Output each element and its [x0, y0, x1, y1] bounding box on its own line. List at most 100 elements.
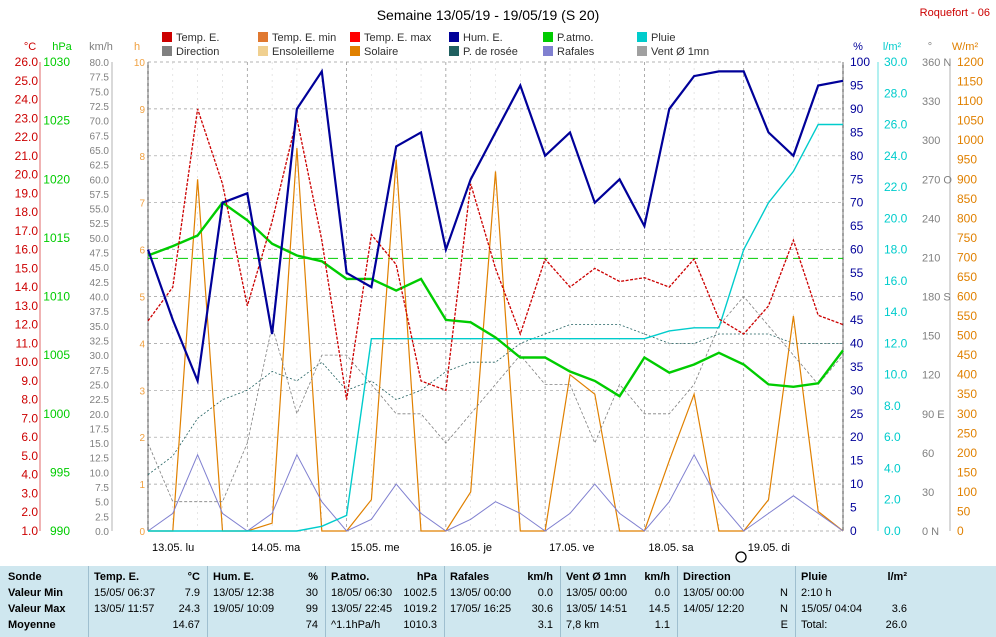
axis-tick-solar: 200	[957, 446, 977, 460]
table-cell-value: 1010.3	[403, 619, 437, 631]
table-cell-label: 13/05/ 00:00	[683, 587, 745, 599]
plot-area	[146, 68, 844, 532]
axis-tick-solar: 250	[957, 426, 977, 440]
table-cell-label: 2:10 h	[801, 587, 832, 599]
axis-tick-rain: 22.0	[884, 180, 908, 194]
axis-tick-solar: 350	[957, 387, 977, 401]
axis-tick-wind: 30.0	[90, 351, 110, 362]
axis-tick-temp: 10.0	[15, 355, 39, 369]
axis-tick-pressure: 1020	[43, 172, 70, 186]
table-cell-label: 19/05/ 10:09	[213, 603, 275, 615]
axis-tick-wind: 65.0	[90, 146, 110, 157]
x-tick-day: 13.05. lu	[152, 542, 194, 554]
legend-swatch	[449, 46, 459, 56]
axis-tick-wind: 47.5	[90, 249, 110, 260]
axis-tick-wind: 45.0	[90, 263, 110, 274]
axis-tick-wind: 50.0	[90, 234, 110, 245]
axis-tick-solar: 1200	[957, 55, 984, 69]
axis-tick-rain: 14.0	[884, 305, 908, 319]
legend-swatch	[350, 46, 360, 56]
axis-tick-wind: 12.5	[90, 454, 110, 465]
table-column	[207, 566, 325, 637]
axis-tick-wind: 5.0	[95, 498, 109, 509]
axis-tick-direction: 270 O	[922, 174, 952, 186]
axis-tick-solar: 450	[957, 348, 977, 362]
axis-tick-solar: 1050	[957, 114, 984, 128]
axis-tick-temp: 12.0	[15, 318, 39, 332]
axis-tick-temp: 9.0	[21, 374, 38, 388]
axis-tick-wind: 32.5	[90, 336, 110, 347]
axis-tick-sun: 8	[139, 152, 145, 163]
axis-tick-temp: 17.0	[15, 224, 39, 238]
legend-label: Temp. E. max	[364, 32, 432, 44]
axis-tick-sun: 6	[139, 246, 145, 257]
series-temp-e-	[147, 108, 844, 400]
table-cell-label: ^1.1hPa/h	[331, 619, 381, 631]
axis-tick-humidity: 25	[850, 407, 864, 421]
axis-tick-wind: 40.0	[90, 293, 110, 304]
axis-unit-direction: °	[928, 41, 932, 53]
legend-label: Hum. E.	[463, 32, 503, 44]
axis-tick-wind: 17.5	[90, 424, 110, 435]
table-cell-value: N	[780, 587, 788, 599]
axis-unit-temp: °C	[24, 41, 36, 53]
axis-tick-sun: 2	[139, 433, 145, 444]
series-vent-1mn	[147, 295, 844, 503]
axis-tick-direction: 300	[922, 135, 940, 147]
legend-label: Ensoleilleme	[272, 46, 334, 58]
axis-tick-direction: 90 E	[922, 409, 945, 421]
axis-tick-wind: 0.0	[95, 527, 109, 538]
axis-tick-temp: 8.0	[21, 393, 38, 407]
axis-tick-wind: 77.5	[90, 73, 110, 84]
axis-tick-wind: 27.5	[90, 366, 110, 377]
axis-tick-humidity: 40	[850, 336, 864, 350]
x-tick-day: 14.05. ma	[251, 542, 301, 554]
table-cell-label: Total:	[801, 619, 828, 631]
axis-tick-humidity: 0	[850, 524, 857, 538]
axis-tick-sun: 7	[139, 199, 145, 210]
table-column	[677, 566, 795, 637]
table-row-label: Moyenne	[8, 619, 56, 631]
table-cell-label: 15/05/ 06:37	[94, 587, 156, 599]
table-cell-label: 13/05/ 11:57	[94, 603, 155, 615]
axis-tick-pressure: 1030	[43, 55, 70, 69]
table-cell-value: 3.6	[891, 603, 907, 615]
axis-tick-rain: 20.0	[884, 211, 908, 225]
axis-tick-solar: 700	[957, 250, 977, 264]
axis-tick-wind: 75.0	[90, 87, 110, 98]
station-name: Roquefort - 06	[920, 7, 990, 19]
axis-tick-wind: 22.5	[90, 395, 110, 406]
series-dew-point	[147, 324, 843, 476]
axis-tick-sun: 4	[139, 339, 145, 350]
axis-tick-sun: 10	[134, 58, 146, 69]
axis-tick-pressure: 990	[50, 524, 70, 538]
current-time-marker	[735, 551, 747, 563]
axis-tick-direction: 30	[922, 487, 934, 499]
axis-tick-humidity: 10	[850, 477, 864, 491]
series-hum-e-	[146, 68, 844, 386]
table-cell-value: E	[780, 619, 788, 631]
axis-tick-humidity: 60	[850, 243, 864, 257]
legend-swatch	[543, 46, 553, 56]
table-column-title: Temp. E.	[94, 571, 140, 583]
axis-tick-temp: 24.0	[15, 93, 39, 107]
axis-tick-rain: 28.0	[884, 86, 908, 100]
axis-tick-direction: 210	[922, 252, 940, 264]
legend: Temp. E. Direction Temp. E. min Ensoleillem…	[162, 32, 709, 58]
axis-tick-solar: 850	[957, 192, 977, 206]
axis-tick-temp: 3.0	[21, 486, 38, 500]
axis-tick-sun: 0	[139, 527, 145, 538]
axis-tick-temp: 6.0	[21, 430, 38, 444]
axis-tick-temp: 16.0	[15, 243, 39, 257]
table-cell-value: 30	[305, 587, 318, 599]
axis-tick-temp: 21.0	[15, 149, 39, 163]
table-column-title: Rafales	[450, 571, 490, 583]
axis-tick-wind: 35.0	[90, 322, 110, 333]
axes: 1.02.03.04.05.06.07.08.09.010.011.012.01…	[15, 41, 984, 538]
stats-table: Sonde Valeur Min Valeur Max Moyenne Temp. E.…	[0, 566, 996, 637]
axis-tick-humidity: 65	[850, 219, 864, 233]
axis-tick-solar: 800	[957, 211, 977, 225]
axis-tick-temp: 20.0	[15, 168, 39, 182]
axis-unit-humidity: %	[853, 41, 863, 53]
